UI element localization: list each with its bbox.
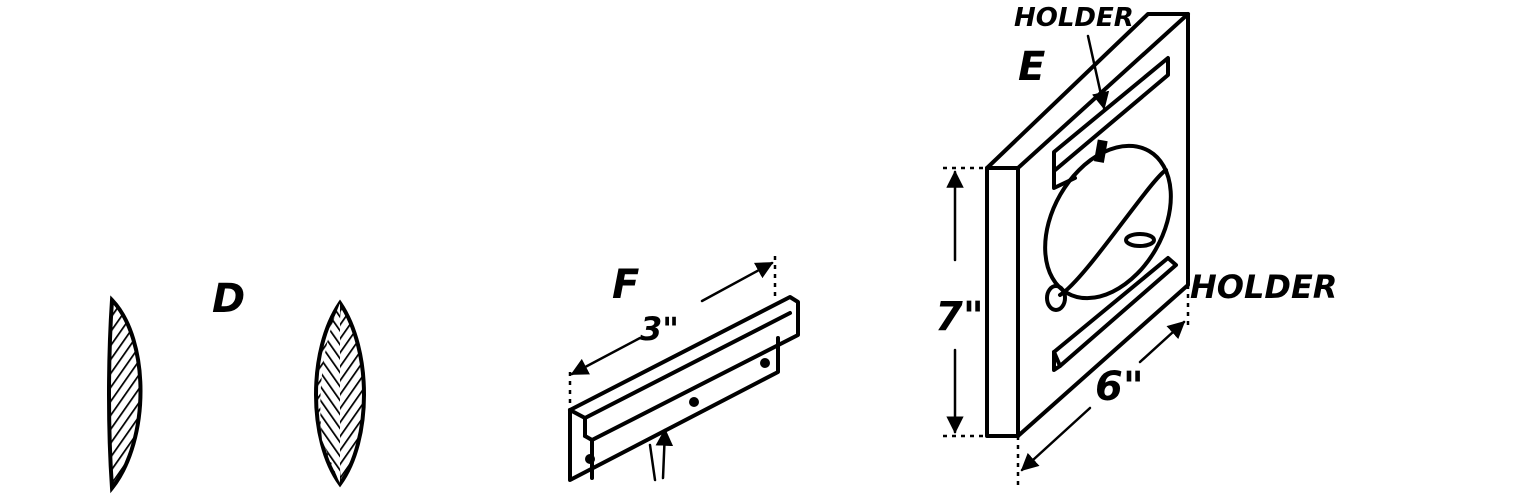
double-convex-lens	[314, 299, 366, 488]
label-d: D	[212, 276, 245, 322]
label-f: F	[612, 262, 639, 308]
screw-hole	[689, 397, 699, 407]
holder-label-right: HOLDER	[1190, 268, 1337, 306]
dim-7in: 7"	[935, 294, 984, 340]
board-e-group: 7" 6" E HOLDER HOLDER	[935, 3, 1337, 486]
lens-d-group: D	[107, 276, 366, 494]
screw-hole	[760, 358, 770, 368]
holder-label-top: HOLDER	[1014, 3, 1134, 33]
plano-convex-lens	[107, 295, 143, 494]
rail-f-group: 3" F	[568, 256, 800, 482]
screw-hole	[585, 454, 595, 464]
label-e: E	[1018, 44, 1045, 90]
dim-3in: 3"	[640, 310, 679, 348]
dim-6in: 6"	[1095, 364, 1144, 410]
lens-opening	[1043, 143, 1173, 301]
